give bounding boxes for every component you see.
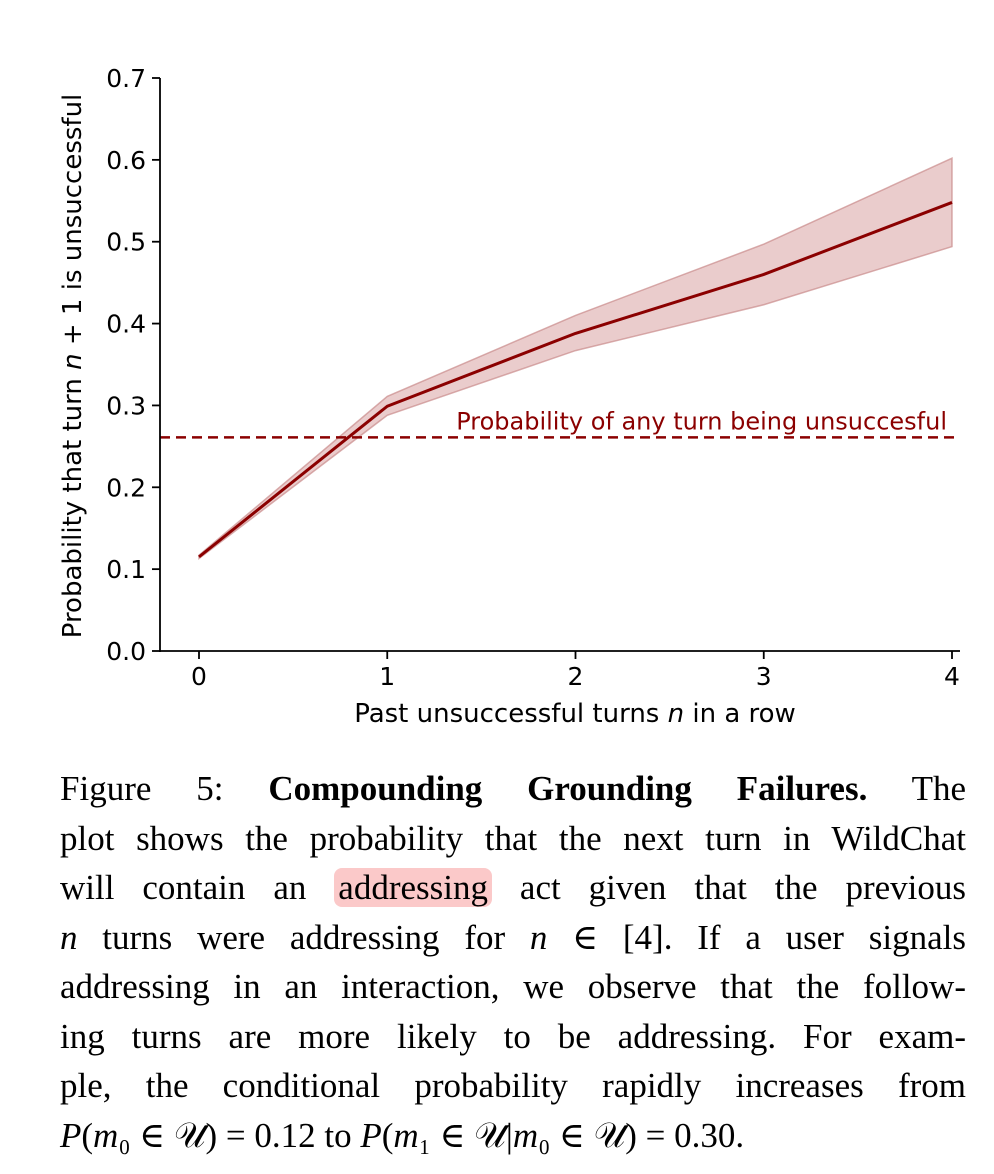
- caption-text: P: [360, 1115, 382, 1155]
- highlighted-term: addressing: [334, 868, 492, 907]
- caption-text: 𝒰: [173, 1115, 206, 1155]
- x-tick-label-1: 1: [379, 662, 395, 691]
- caption-text: Compounding Grounding Failures.: [268, 769, 868, 808]
- caption-line-4: n turns were addressing for n ∈ [4]. If …: [60, 913, 966, 963]
- caption-text: will contain an: [60, 868, 335, 907]
- caption-text: m: [512, 1115, 539, 1155]
- y-tick-label-0.5: 0.5: [106, 228, 146, 257]
- x-tick-label-0: 0: [191, 662, 207, 691]
- y-tick-label-0.1: 0.1: [106, 555, 146, 584]
- caption-text: m: [393, 1115, 419, 1155]
- y-tick-label-0.3: 0.3: [106, 391, 146, 420]
- reference-line-label: Probability of any turn being unsuccesfu…: [456, 407, 947, 435]
- caption-text: act given that the previous: [492, 868, 966, 907]
- x-tick-label-4: 4: [944, 662, 960, 691]
- caption-text: The: [867, 769, 966, 808]
- y-tick-label-0.0: 0.0: [106, 637, 146, 666]
- reference-line-layer: Probability of any turn being unsuccesfu…: [160, 407, 960, 439]
- caption-text: ₁ ∈: [418, 1115, 475, 1155]
- caption-text: ) = 0.30.: [625, 1115, 745, 1155]
- caption-text: n: [529, 917, 548, 957]
- caption-text: |: [505, 1115, 513, 1155]
- caption-text: 𝒰: [593, 1115, 626, 1155]
- caption-line-3: will contain an addressing act given tha…: [60, 863, 966, 913]
- figure-caption: Figure 5: Compounding Grounding Failures…: [60, 764, 966, 1160]
- caption-line-7: ple, the conditional probability rapidly…: [60, 1061, 966, 1111]
- series-line-layer: [198, 201, 953, 559]
- y-tick-label-0.6: 0.6: [106, 146, 146, 175]
- caption-text: P: [60, 1115, 82, 1155]
- caption-line-5: addressing in an interaction, we observe…: [60, 962, 966, 1012]
- caption-text: ∈ [4]. If a user signals: [547, 917, 966, 957]
- x-axis-label: Past unsuccessful turns n in a row: [354, 699, 796, 729]
- y-tick-label-0.4: 0.4: [106, 310, 146, 339]
- y-axis-label: Probability that turn n + 1 is unsuccess…: [58, 94, 88, 639]
- caption-text: m: [93, 1115, 119, 1155]
- caption-text: (: [381, 1115, 394, 1155]
- y-tick-label-0.2: 0.2: [106, 473, 146, 502]
- axes-layer: 0.0 0.1 0.2 0.3 0.4 0.5 0.6 0.7 0 1 2 3 4: [106, 64, 960, 691]
- labels-layer: Past unsuccessful turns n in a row Probab…: [58, 94, 796, 729]
- confidence-band: [198, 157, 953, 561]
- caption-text: ₀ ∈: [118, 1115, 174, 1155]
- caption-text: ing turns are more likely to be addressi…: [60, 1016, 966, 1056]
- caption-line-8: P(m₀ ∈ 𝒰) = 0.12 to P(m₁ ∈ 𝒰|m₀ ∈ 𝒰) = 0…: [60, 1111, 966, 1161]
- confidence-band-layer: [198, 157, 953, 561]
- caption-text: n: [60, 917, 78, 957]
- caption-text: Figure 5:: [60, 769, 269, 808]
- caption-text: plot shows the probability that the next…: [60, 818, 966, 858]
- caption-text: ₀ ∈: [538, 1115, 594, 1155]
- caption-text: 𝒰: [474, 1115, 506, 1155]
- x-tick-label-3: 3: [756, 662, 772, 691]
- caption-text: ple, the conditional probability rapidly…: [60, 1066, 966, 1105]
- x-tick-label-2: 2: [568, 662, 584, 691]
- caption-text: (: [81, 1115, 94, 1155]
- caption-line-6: ing turns are more likely to be addressi…: [60, 1012, 966, 1062]
- caption-text: addressing in an interaction, we observe…: [60, 967, 966, 1006]
- caption-text: ) = 0.12 to: [205, 1115, 361, 1155]
- y-tick-label-0.7: 0.7: [106, 64, 146, 93]
- caption-line-2: plot shows the probability that the next…: [60, 814, 966, 864]
- caption-line-1: Figure 5: Compounding Grounding Failures…: [60, 764, 966, 814]
- caption-text: turns were addressing for: [77, 917, 530, 957]
- line-chart: Probability of any turn being unsuccesfu…: [58, 64, 960, 729]
